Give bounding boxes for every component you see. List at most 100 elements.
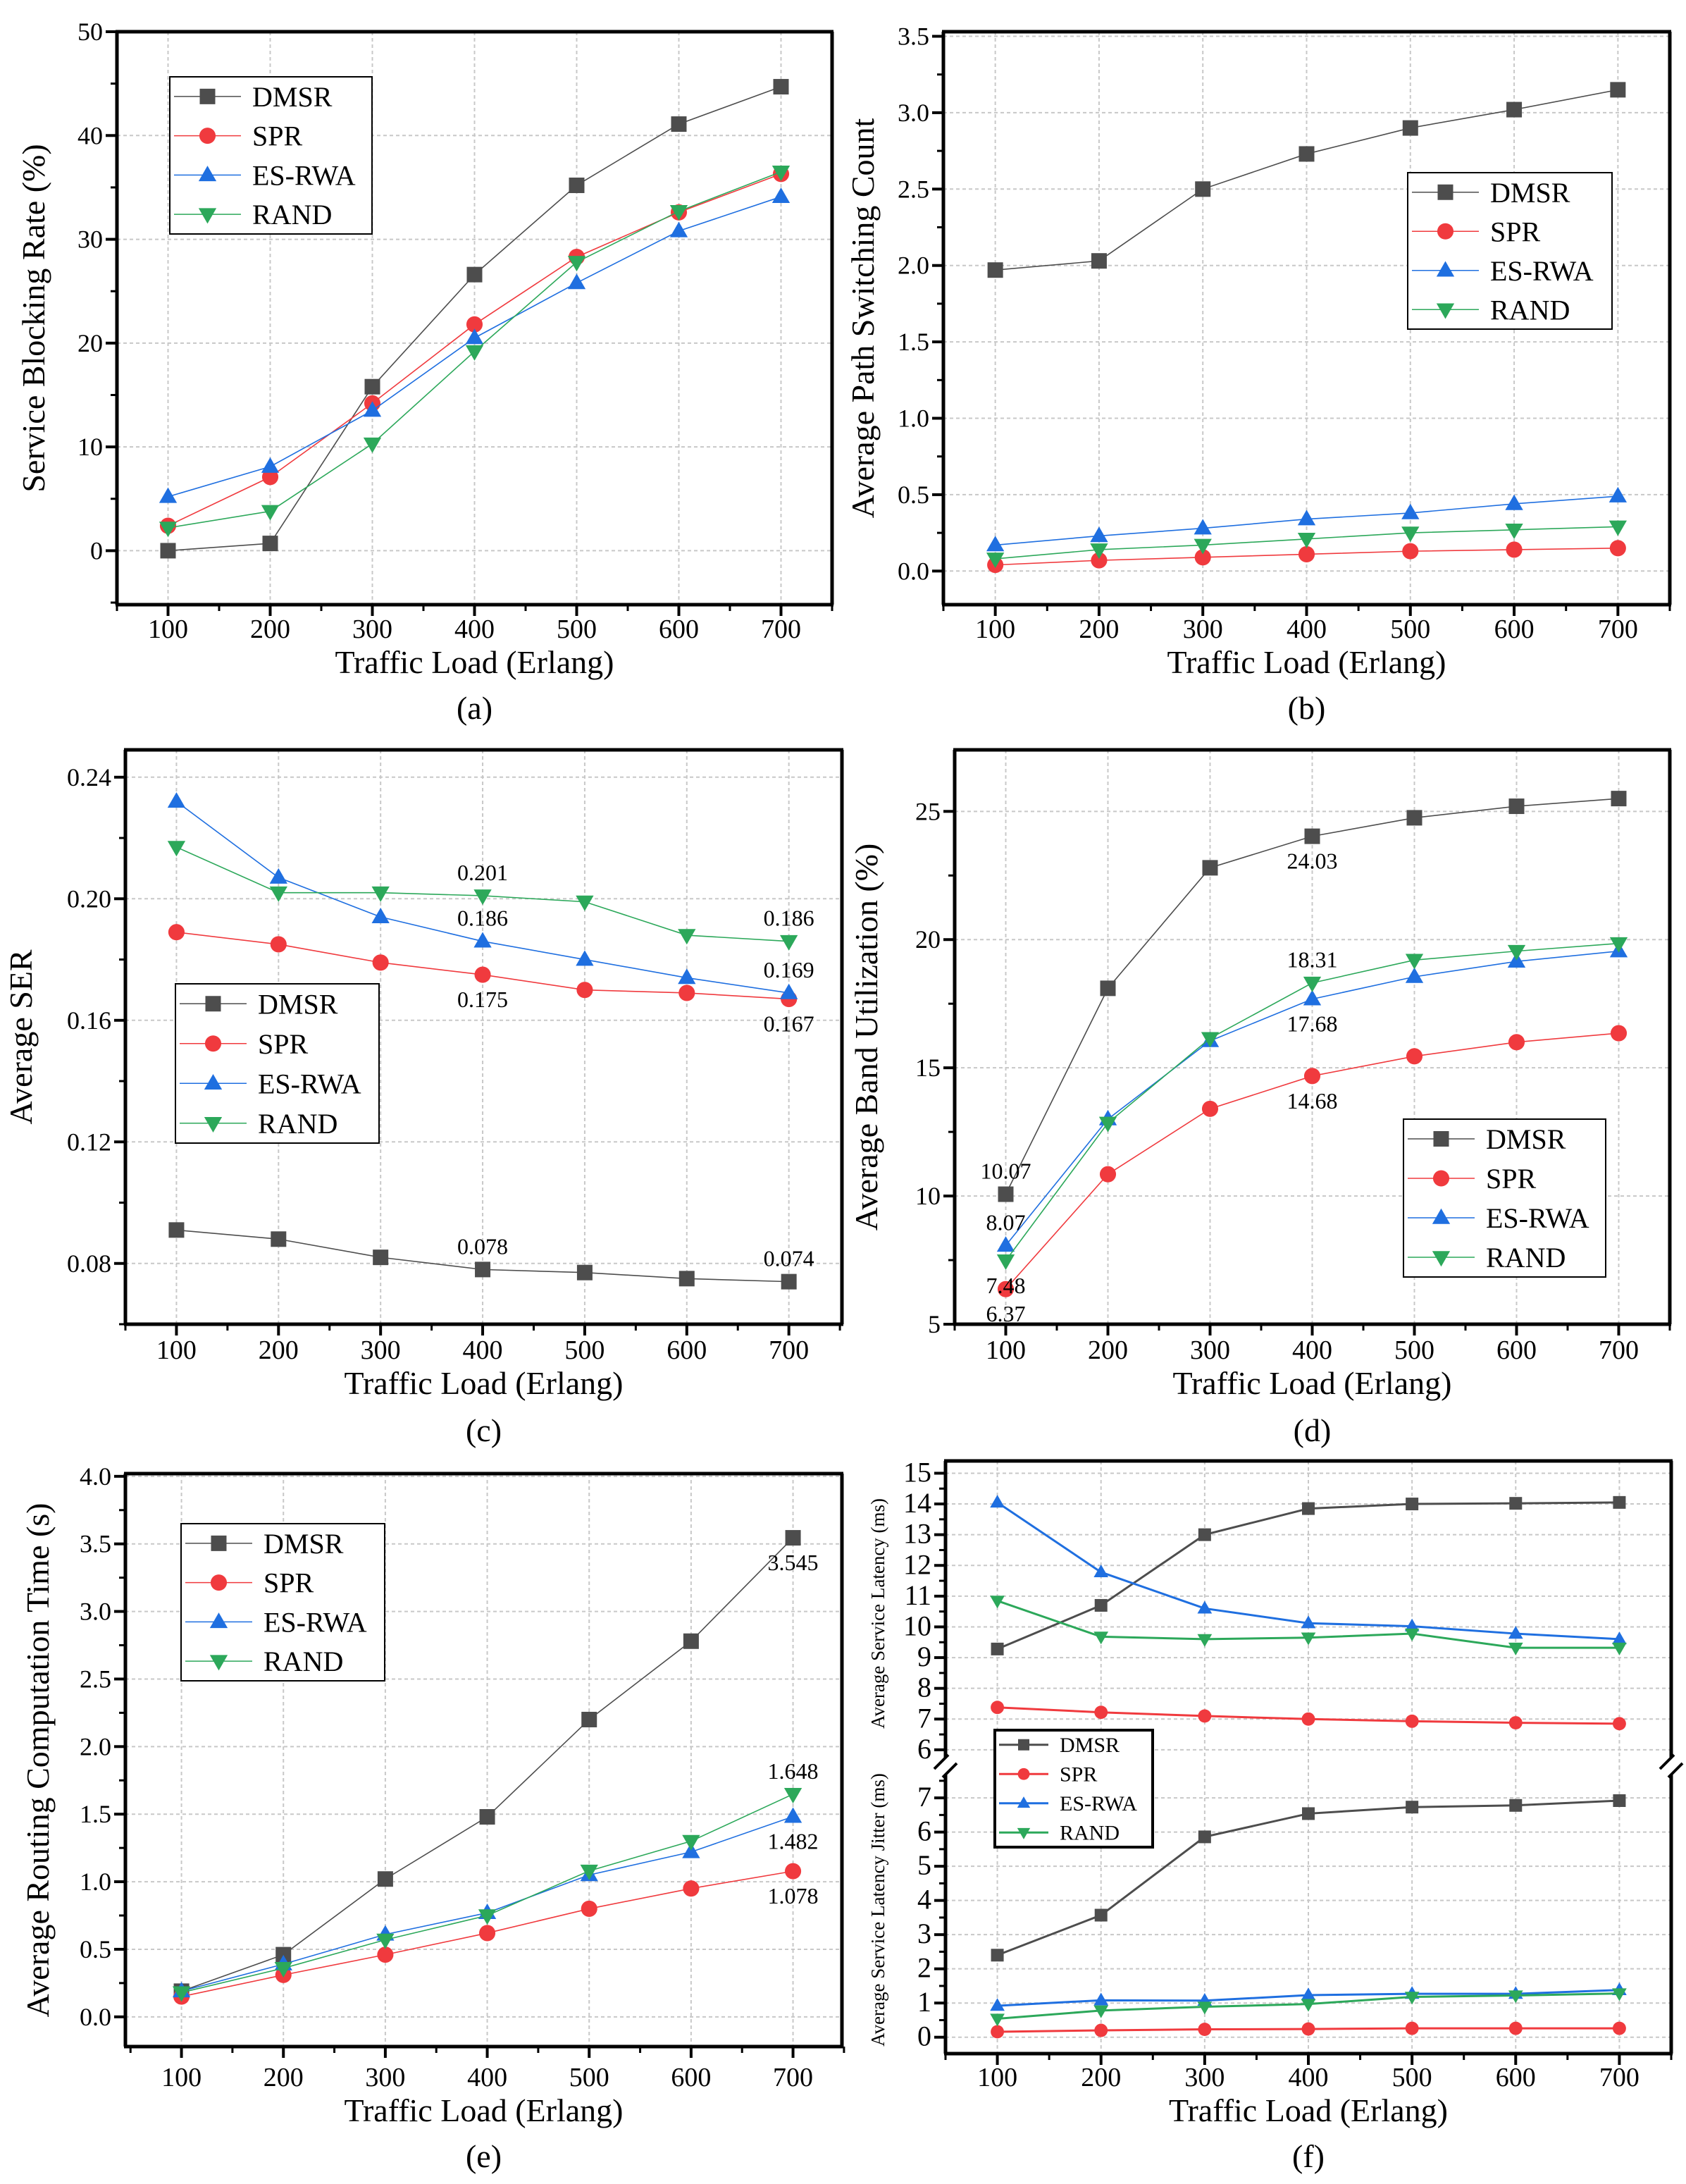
data-point [275, 1947, 292, 1963]
data-point [466, 316, 483, 333]
legend-label: RAND [1486, 1242, 1566, 1273]
x-tick-label: 700 [773, 2063, 813, 2092]
y-tick-label: 9 [917, 1641, 931, 1672]
x-tick-label: 400 [467, 2063, 507, 2092]
data-point [569, 177, 585, 193]
data-point [1302, 1502, 1315, 1515]
x-tick-label: 300 [1183, 615, 1223, 644]
legend-label: DMSR [252, 81, 333, 113]
y-tick-label: 3.5 [80, 1530, 111, 1558]
data-point [1613, 1794, 1626, 1807]
x-tick-label: 100 [148, 615, 188, 644]
data-point [1093, 2005, 1109, 2018]
x-axis-label: Traffic Load (Erlang) [345, 2092, 624, 2128]
legend-label: SPR [258, 1028, 308, 1060]
legend-label: ES-RWA [264, 1606, 367, 1638]
y-axis-label: Average SER [3, 949, 39, 1125]
data-point [771, 166, 791, 182]
data-point [1201, 1032, 1220, 1048]
data-point [1401, 503, 1420, 519]
data-label: 14.68 [1287, 1088, 1338, 1113]
series-rand [159, 166, 791, 538]
y-tick-label: 1.5 [898, 328, 929, 356]
x-tick-label: 400 [454, 615, 495, 644]
data-point [1301, 1632, 1316, 1646]
data-point [1401, 526, 1420, 543]
data-point [997, 1281, 1015, 1297]
legend-label: DMSR [1490, 177, 1570, 209]
data-point [996, 1236, 1015, 1252]
data-point [1197, 1600, 1213, 1614]
data-point [678, 1271, 695, 1287]
data-point [1094, 1705, 1108, 1720]
y-tick-label: 4 [917, 1884, 931, 1915]
y-tick-label: 7 [917, 1781, 931, 1813]
data-point [1508, 1990, 1523, 2004]
data-point [1612, 1988, 1627, 2001]
data-point [771, 187, 791, 203]
series-dmsr [987, 82, 1626, 278]
legend-marker-triangle-up [204, 1074, 223, 1090]
legend-label: DMSR [1060, 1734, 1120, 1757]
data-point [1404, 1992, 1420, 2005]
y-tick-label: 0 [90, 536, 103, 564]
data-point [363, 401, 382, 417]
y-tick-label: 2.0 [80, 1732, 111, 1760]
y-tick-label: 2.0 [898, 252, 929, 280]
y-tick-label: 2.5 [80, 1665, 111, 1693]
data-point [990, 1495, 1005, 1508]
data-point [167, 841, 186, 857]
series-es-rwa [986, 486, 1628, 552]
x-tick-label: 300 [361, 1335, 401, 1365]
data-point [1509, 1497, 1523, 1510]
legend-label: ES-RWA [1486, 1202, 1589, 1234]
y-tick-label: 20 [78, 329, 103, 357]
panel-c: 0.08 0.12 0.16 0.20 0.24 Average SER 100 200 300… [3, 748, 844, 1448]
data-point [478, 1909, 497, 1925]
x-tick-label: 200 [1088, 1335, 1128, 1365]
x-axis-label: Traffic Load (Erlang) [1169, 2092, 1448, 2128]
y-tick-label: 13 [903, 1518, 931, 1550]
data-point [1099, 1166, 1117, 1183]
data-point [1298, 545, 1315, 563]
data-point [567, 273, 586, 290]
legend-marker-circle [1017, 1767, 1030, 1780]
legend-label: SPR [252, 121, 302, 152]
x-tick-label: 600 [667, 1335, 707, 1365]
legend-label: DMSR [258, 988, 338, 1020]
y-tick-label: 0.12 [67, 1128, 111, 1156]
series-rand [172, 1788, 802, 2002]
data-point [1612, 1642, 1627, 1655]
data-point [1297, 510, 1316, 526]
data-label: 0.186 [457, 906, 508, 931]
axis-break-mark [933, 1753, 950, 1770]
data-point [371, 907, 390, 923]
data-point [372, 954, 389, 971]
x-tick-label: 500 [1394, 1335, 1434, 1365]
legend-marker-triangle-up [209, 1612, 228, 1629]
x-tick-label: 200 [1079, 615, 1119, 644]
data-point [991, 1701, 1005, 1715]
data-point [780, 983, 798, 999]
x-tick-label: 700 [769, 1335, 809, 1365]
data-point [261, 505, 280, 521]
data-point [1197, 1634, 1213, 1647]
legend-label: SPR [1490, 216, 1540, 247]
data-point [991, 2025, 1005, 2039]
data-point [364, 378, 380, 395]
data-point [1194, 549, 1211, 566]
data-label: 0.201 [457, 860, 508, 885]
y-tick-label: 10 [78, 433, 103, 461]
legend: DMSR SPR ES-RWA RAND [993, 1729, 1154, 1849]
data-point [986, 536, 1005, 552]
y-tick-label: 1.0 [898, 405, 929, 433]
y-tick-label: 20 [915, 925, 941, 954]
data-point [1093, 1631, 1109, 1645]
legend-label: SPR [264, 1567, 314, 1599]
panel-caption: (d) [1294, 1412, 1332, 1448]
x-tick-label: 200 [259, 1335, 299, 1365]
data-label: 6.37 [986, 1301, 1026, 1326]
data-point [1091, 253, 1107, 269]
data-point [363, 437, 382, 453]
x-tick-label: 400 [1287, 615, 1327, 644]
